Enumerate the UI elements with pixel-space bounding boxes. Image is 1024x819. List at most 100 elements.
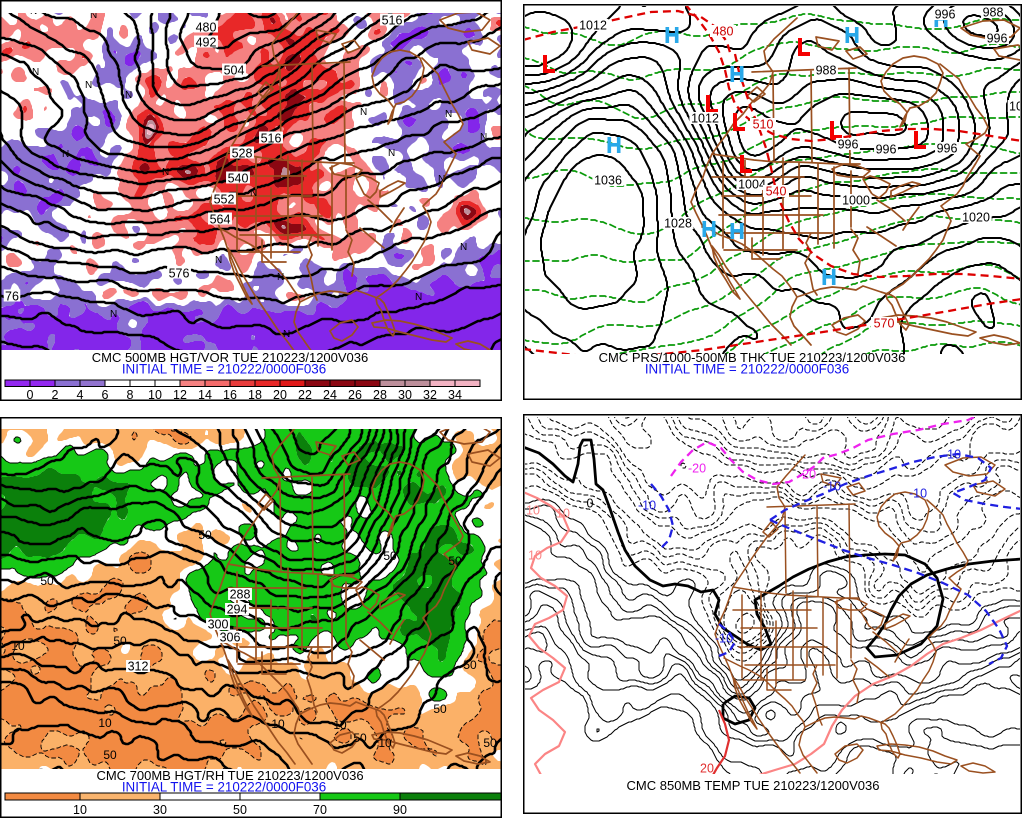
- svg-text:540: 540: [228, 172, 249, 186]
- svg-text:516: 516: [261, 132, 282, 146]
- svg-text:10: 10: [528, 549, 542, 563]
- svg-text:INITIAL TIME = 210222/0000F036: INITIAL TIME = 210222/0000F036: [645, 362, 849, 377]
- svg-text:564: 564: [210, 213, 231, 227]
- svg-text:1000: 1000: [842, 194, 870, 208]
- svg-text:294: 294: [227, 603, 248, 617]
- svg-text:988: 988: [983, 6, 1004, 20]
- svg-text:50: 50: [103, 748, 117, 762]
- svg-text:70: 70: [313, 803, 327, 817]
- svg-text:N: N: [85, 80, 92, 91]
- svg-text:76: 76: [5, 290, 19, 304]
- svg-text:4: 4: [77, 388, 84, 401]
- svg-text:540: 540: [766, 185, 787, 199]
- svg-text:N: N: [110, 309, 117, 320]
- svg-text:1020: 1020: [962, 211, 990, 225]
- svg-text:504: 504: [224, 64, 245, 78]
- svg-text:50: 50: [463, 658, 477, 672]
- svg-text:50: 50: [383, 549, 397, 563]
- svg-text:1004: 1004: [738, 178, 766, 192]
- svg-text:32: 32: [423, 388, 437, 401]
- svg-text:10: 10: [148, 388, 162, 401]
- svg-text:10: 10: [11, 639, 25, 653]
- svg-text:N: N: [277, 272, 284, 283]
- svg-text:516: 516: [382, 14, 403, 28]
- svg-text:10: 10: [333, 718, 347, 732]
- svg-text:510: 510: [753, 118, 774, 132]
- svg-text:50: 50: [448, 554, 462, 568]
- svg-text:528: 528: [232, 147, 253, 161]
- svg-text:30: 30: [398, 388, 412, 401]
- svg-text:0: 0: [27, 388, 34, 401]
- svg-text:996: 996: [935, 8, 956, 22]
- svg-text:16: 16: [223, 388, 237, 401]
- svg-text:N: N: [32, 67, 39, 78]
- svg-text:480: 480: [196, 21, 217, 35]
- svg-text:N: N: [125, 90, 132, 101]
- svg-text:988: 988: [816, 64, 837, 78]
- svg-text:-10: -10: [823, 480, 841, 494]
- svg-text:N: N: [250, 188, 257, 199]
- svg-text:6: 6: [102, 388, 109, 401]
- svg-text:N: N: [388, 148, 395, 159]
- svg-text:14: 14: [198, 388, 212, 401]
- svg-text:90: 90: [393, 803, 407, 817]
- svg-text:50: 50: [198, 528, 212, 542]
- svg-text:576: 576: [169, 267, 190, 281]
- svg-text:22: 22: [298, 388, 312, 401]
- svg-text:10: 10: [98, 716, 112, 730]
- svg-text:N: N: [415, 292, 422, 303]
- svg-text:N: N: [283, 329, 290, 340]
- svg-text:996: 996: [876, 143, 897, 157]
- svg-text:996: 996: [987, 32, 1008, 46]
- svg-text:312: 312: [128, 660, 149, 674]
- svg-text:N: N: [480, 132, 487, 143]
- svg-text:12: 12: [173, 388, 187, 401]
- svg-text:996: 996: [937, 142, 958, 156]
- svg-text:996: 996: [838, 138, 859, 152]
- svg-text:N: N: [62, 149, 69, 160]
- svg-text:CMC PRS/1000-500MB THK TUE 210: CMC PRS/1000-500MB THK TUE 210223/1200V0…: [599, 350, 906, 365]
- svg-text:N: N: [360, 107, 367, 118]
- svg-text:492: 492: [196, 36, 217, 50]
- svg-text:300: 300: [208, 618, 229, 632]
- svg-text:1028: 1028: [664, 217, 692, 231]
- svg-text:N: N: [215, 255, 222, 266]
- svg-text:2: 2: [52, 388, 59, 401]
- svg-text:50: 50: [113, 634, 127, 648]
- svg-text:288: 288: [230, 588, 251, 602]
- svg-text:1036: 1036: [594, 174, 622, 188]
- svg-text:26: 26: [348, 388, 362, 401]
- svg-text:-20: -20: [688, 462, 706, 476]
- svg-text:10: 10: [378, 736, 392, 750]
- svg-text:N: N: [438, 174, 445, 185]
- svg-text:-10: -10: [638, 499, 656, 513]
- svg-text:30: 30: [153, 803, 167, 817]
- svg-text:1012: 1012: [691, 112, 719, 126]
- svg-text:50: 50: [233, 803, 247, 817]
- svg-text:18: 18: [248, 388, 262, 401]
- svg-text:INITIAL TIME = 210222/0000F036: INITIAL TIME = 210222/0000F036: [122, 362, 326, 377]
- svg-text:306: 306: [220, 631, 241, 645]
- svg-text:50: 50: [433, 702, 447, 716]
- svg-text:10: 10: [526, 504, 540, 518]
- svg-text:20: 20: [700, 762, 714, 776]
- svg-text:-20: -20: [798, 468, 816, 482]
- svg-text:N: N: [162, 167, 169, 178]
- svg-text:CMC 850MB TEMP TUE 210223/1200: CMC 850MB TEMP TUE 210223/1200V036: [627, 778, 880, 793]
- svg-text:INITIAL TIME = 210222/0000F036: INITIAL TIME = 210222/0000F036: [122, 780, 326, 795]
- svg-text:0: 0: [587, 497, 594, 511]
- svg-text:20: 20: [273, 388, 287, 401]
- svg-text:50: 50: [483, 736, 497, 750]
- svg-text:28: 28: [373, 388, 387, 401]
- svg-text:10: 10: [1009, 100, 1022, 114]
- svg-text:50: 50: [40, 574, 54, 588]
- svg-text:10: 10: [73, 803, 87, 817]
- svg-text:50: 50: [353, 731, 367, 745]
- svg-text:CMC 700MB HGT/RH TUE 210223/12: CMC 700MB HGT/RH TUE 210223/1200V036: [96, 768, 363, 783]
- svg-text:N: N: [30, 6, 37, 17]
- svg-text:10: 10: [556, 507, 570, 521]
- svg-text:480: 480: [713, 25, 734, 39]
- svg-text:10: 10: [271, 717, 285, 731]
- svg-text:CMC 500MB HGT/VOR TUE 210223/1: CMC 500MB HGT/VOR TUE 210223/1200V036: [92, 350, 369, 365]
- svg-text:8: 8: [127, 388, 134, 401]
